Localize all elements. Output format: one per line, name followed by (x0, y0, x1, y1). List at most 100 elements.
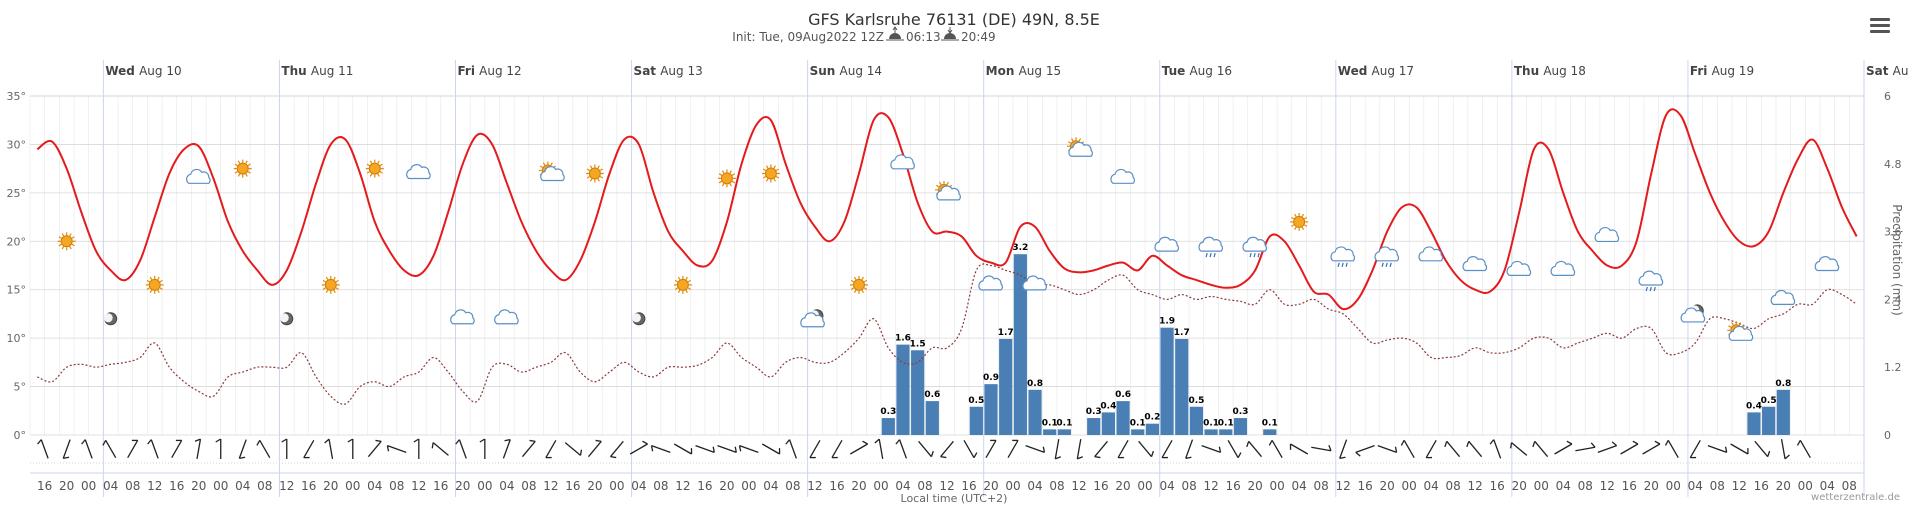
sun-ray (247, 163, 251, 167)
hour-tick-label: 16 (697, 479, 712, 493)
day-label: Wed Aug 17 (1338, 64, 1414, 78)
sun-ray (589, 178, 593, 182)
y-axis-precipitation: 0 1.2 2.4 3.6 4.8 6 Precipitation (mm) (1884, 90, 1904, 442)
wind-barb-icon (1575, 442, 1596, 452)
hour-tick-label: 20 (191, 479, 206, 493)
precipitation-bar (896, 344, 910, 435)
wind-barb-flag (37, 439, 42, 445)
hour-tick-label: 04 (1159, 479, 1174, 493)
wind-barb-icon (1289, 443, 1309, 455)
wind-barb-staff (1575, 446, 1596, 452)
cloud-shape (1814, 256, 1840, 272)
cloud-icon (890, 154, 915, 170)
wind-barb-staff (673, 443, 692, 455)
precipitation-bar (1219, 429, 1233, 435)
wind-barb-staff (1377, 444, 1397, 454)
sun-ray (729, 183, 732, 187)
sun-ray (687, 279, 691, 283)
cloud-shape (1418, 246, 1444, 262)
wind-barb-icon (37, 439, 49, 459)
precipitation-bar (1160, 327, 1174, 435)
wind-barb-icon (1054, 439, 1061, 460)
hour-tick-label: 04 (103, 479, 118, 493)
hour-tick-label: 04 (1556, 479, 1571, 493)
hour-tick-label: 20 (1776, 479, 1791, 493)
wind-barb-staff (1025, 444, 1045, 454)
sun-icon (145, 275, 164, 294)
cloud-icon (450, 309, 475, 325)
day-label: Fri Aug 19 (1690, 64, 1754, 78)
wind-barb-icon (171, 439, 183, 458)
hour-tick-label: 04 (1291, 479, 1306, 493)
sunset-icon (941, 27, 959, 41)
rain-drop (1213, 252, 1216, 258)
sun-ray (369, 160, 373, 164)
wind-barb-staff (985, 440, 997, 458)
cloud-rain-icon (1330, 246, 1356, 267)
wind-barb-staff (62, 439, 71, 459)
rain-drop (1389, 262, 1392, 267)
wind-barb-icon (1707, 444, 1728, 454)
sun-disc (324, 278, 337, 291)
wind-barb-icon (102, 440, 117, 458)
wind-barb-icon (194, 438, 202, 459)
moon-icon (631, 312, 646, 326)
wind-barb-staff (1554, 443, 1573, 455)
sun-ray (369, 173, 373, 177)
wind-barb-icon (1117, 440, 1129, 459)
wind-barb-icon (1620, 440, 1639, 455)
sun-ray (863, 287, 868, 290)
wind-barb-icon (1489, 439, 1502, 459)
sun-ray (677, 289, 681, 293)
sun-icon (57, 232, 76, 251)
sun-ray (333, 276, 336, 280)
wind-barb-icon (324, 438, 334, 459)
hour-tick-label: 12 (939, 479, 954, 493)
wind-barb-flag (712, 446, 715, 453)
temperature-line (36, 108, 1858, 311)
cloud-shape (1330, 246, 1356, 262)
wind-barb-flag (895, 439, 901, 445)
sun-ray (322, 287, 326, 290)
cloud-icon (1462, 256, 1488, 272)
wind-barb-flag (610, 456, 617, 459)
sun-icon (849, 275, 868, 294)
precipitation-bar-label: 0.1 (1130, 418, 1146, 428)
sun-icon (321, 275, 340, 294)
cloud-icon (1594, 227, 1620, 243)
sun-ray (69, 246, 72, 250)
hamburger-menu-icon[interactable] (1870, 18, 1890, 34)
wind-barb-icon (874, 438, 884, 459)
wind-barb-icon (1025, 444, 1046, 454)
wind-barb-icon (940, 440, 954, 459)
precipitation-bar-label: 0.8 (1775, 379, 1791, 389)
wind-barb-icon (455, 439, 467, 459)
sun-ray (379, 171, 383, 174)
wind-barb-flag (256, 440, 261, 446)
sun-ray (539, 165, 543, 169)
precipitation-bar-label: 0.1 (1218, 418, 1234, 428)
wind-barb-flag (1268, 440, 1273, 446)
wind-barb-flag (734, 446, 737, 453)
precipitation-bar-label: 0.2 (1144, 413, 1160, 423)
wind-barb-staff (1425, 440, 1437, 458)
hour-tick-label: 08 (653, 479, 668, 493)
cloud-shape (406, 164, 431, 180)
wind-barb-staff (1493, 439, 1502, 459)
precipitation-bar (1043, 429, 1057, 435)
cloud-shape (1374, 246, 1400, 262)
wind-barb-flag (324, 438, 330, 444)
hour-tick-label: 08 (257, 479, 272, 493)
sun-disc (588, 167, 601, 180)
sun-ray (935, 184, 940, 188)
wind-barb-staff (1076, 439, 1082, 459)
hour-tick-label: 04 (895, 479, 910, 493)
rain-drop (1337, 262, 1340, 267)
hour-tick-label: 08 (125, 479, 140, 493)
wind-barb-flag (1724, 446, 1728, 453)
wind-barb-staff (1511, 442, 1528, 456)
rain-drop (1653, 286, 1656, 292)
precipitation-bar (925, 401, 939, 435)
sun-ray (850, 287, 855, 290)
sun-ray (234, 171, 238, 174)
